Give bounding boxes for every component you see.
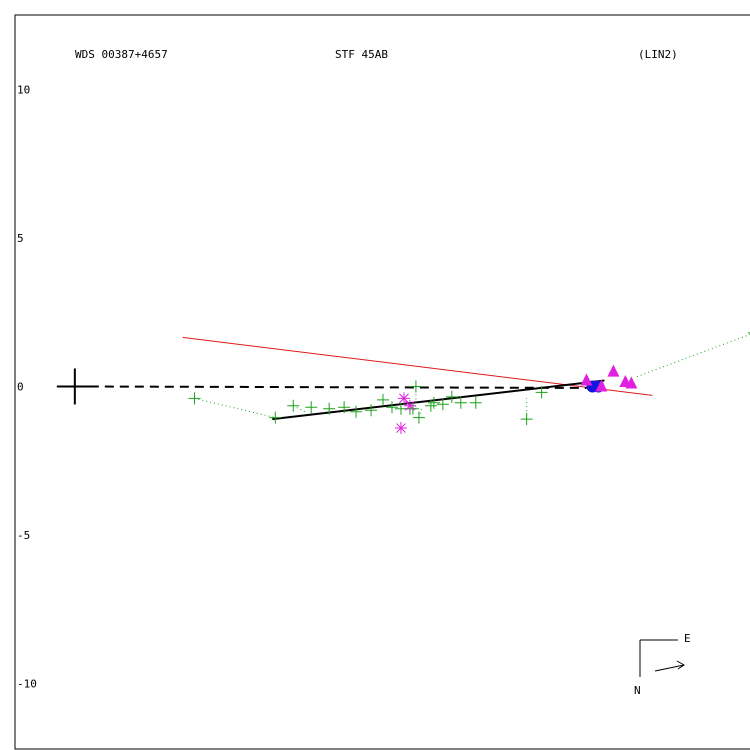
observation-plus-point: [188, 392, 201, 405]
compass-east-label: E: [684, 632, 691, 645]
node-dashed-line: [74, 385, 587, 389]
motion-arrow-head: [676, 660, 685, 670]
system-name-label: STF 45AB: [335, 48, 388, 61]
motion-arrow-shaft: [654, 664, 685, 672]
observation-triangle-point: [595, 379, 608, 392]
observation-plus-point: [427, 396, 440, 409]
compass-north-label: N: [634, 684, 641, 697]
observation-plus-point: [385, 401, 398, 414]
plot-frame: [14, 14, 750, 750]
observation-plus-point: [520, 413, 533, 426]
y-tick-label: -5: [17, 529, 30, 542]
observation-star-point: [397, 392, 410, 405]
observation-star-point: [403, 399, 416, 412]
fitted-orbit-line: [272, 379, 605, 421]
observation-plus-point: [350, 405, 363, 418]
observation-plus-point: [535, 386, 548, 399]
observation-plus-point: [445, 390, 458, 403]
observation-plus-point: [424, 399, 437, 412]
observation-plus-point: [412, 411, 425, 424]
observation-triangle-point: [580, 373, 593, 386]
y-tick-label: 5: [17, 232, 24, 245]
observation-plus-point: [338, 401, 351, 414]
observation-star-point: [394, 422, 407, 435]
observation-plus-point: [454, 396, 467, 409]
y-tick-label: 10: [17, 83, 30, 96]
orbit-grade-label: (LIN2): [638, 48, 678, 61]
y-tick-label: 0: [17, 380, 24, 393]
series-layer: [56, 332, 750, 435]
red-reference-line: [182, 336, 653, 396]
y-tick-label: -10: [17, 678, 37, 691]
y-axis-ticks: 10 5 0 -5 -10: [17, 83, 37, 690]
star-id-label: WDS 00387+4657: [75, 48, 168, 61]
observation-plus-point: [469, 396, 482, 409]
observation-plus-point: [269, 411, 282, 424]
observation-plus-point: [377, 393, 390, 406]
observation-plus-point: [409, 380, 422, 393]
compass-rose: E N: [634, 632, 691, 697]
observation-plus-point: [305, 401, 318, 414]
observation-plus-point: [323, 402, 336, 415]
observation-plus-point: [365, 404, 378, 417]
observation-plus-point: [436, 398, 449, 411]
observation-triangle-point: [625, 376, 638, 389]
observation-triangle-point: [607, 364, 620, 377]
observation-plus-point: [287, 399, 300, 412]
